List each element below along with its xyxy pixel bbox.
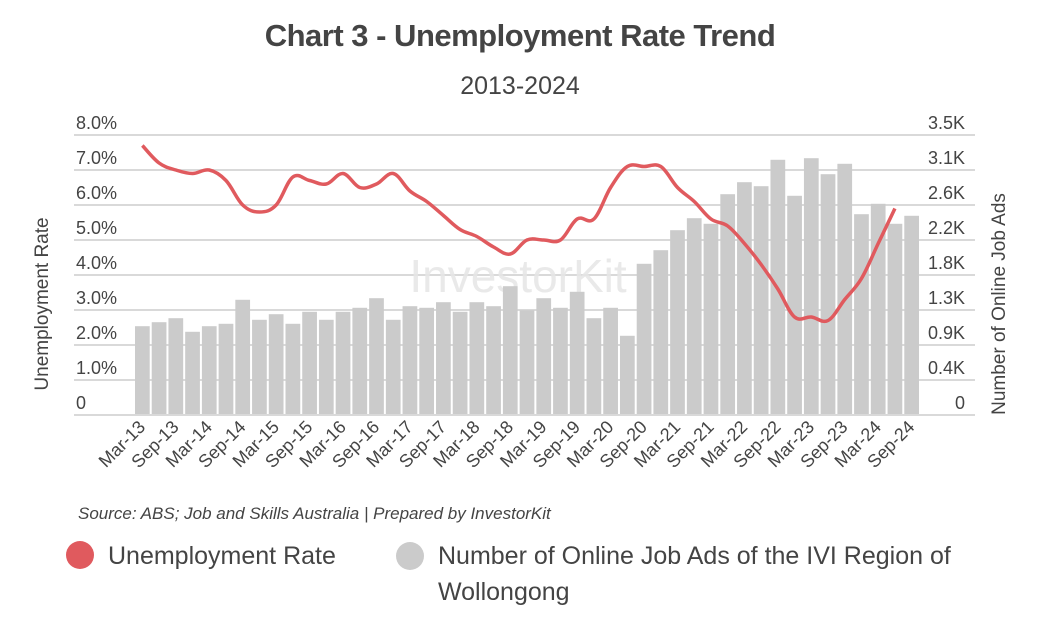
bar-job-ads — [870, 203, 886, 415]
right-axis-tick: 1.8K — [928, 253, 965, 273]
bar-job-ads — [252, 319, 267, 415]
bar-job-ads — [837, 163, 853, 415]
bar-job-ads — [402, 306, 418, 415]
bar-job-ads — [218, 323, 234, 415]
left-axis-tick: 8.0% — [76, 113, 117, 133]
bar-job-ads — [285, 323, 301, 415]
combo-chart: 0 0 1.0% 0.4K 2.0% 0.9K 3.0% 1.3K 4.0% 1.8K 5.0% 2.… — [32, 113, 1010, 472]
bar-job-ads — [619, 335, 635, 415]
bar-job-ads — [502, 286, 518, 415]
left-axis-tick: 5.0% — [76, 218, 117, 238]
bar-job-ads — [820, 174, 836, 415]
bar-job-ads — [753, 186, 769, 415]
bar-job-ads — [486, 306, 501, 415]
bar-job-ads — [553, 307, 568, 415]
right-axis-tick: 0.4K — [928, 358, 965, 378]
legend-label: Unemployment Rate — [108, 542, 336, 570]
right-axis-tick: 1.3K — [928, 288, 965, 308]
bar-job-ads — [318, 319, 334, 415]
bar-job-ads — [185, 331, 200, 415]
bar-job-ads — [586, 318, 602, 415]
bar-job-ads — [536, 298, 552, 415]
bar-job-ads — [603, 307, 618, 415]
bar-job-ads — [636, 263, 652, 415]
legend-item-unemployment-rate[interactable]: Unemployment Rate — [66, 538, 336, 574]
left-axis-tick: 1.0% — [76, 358, 117, 378]
bar-job-ads — [151, 322, 167, 415]
bar-job-ads — [469, 302, 485, 415]
bar-job-ads — [803, 158, 819, 415]
bar-job-ads — [201, 326, 217, 415]
bar-job-ads — [569, 291, 585, 415]
bar-job-ads — [653, 250, 669, 415]
right-axis-tick: 0.9K — [928, 323, 965, 343]
left-axis-tick: 0 — [76, 393, 86, 413]
source-note: Source: ABS; Job and Skills Australia | … — [78, 504, 551, 523]
right-axis-tick: 3.1K — [928, 148, 965, 168]
bar-job-ads — [686, 218, 702, 415]
left-axis-tick: 7.0% — [76, 148, 117, 168]
bar-job-ads — [419, 307, 435, 415]
bar-job-ads — [302, 311, 317, 415]
right-axis-tick: 2.6K — [928, 183, 965, 203]
bar-job-ads — [887, 223, 903, 415]
right-axis-title: Number of Online Job Ads — [989, 193, 1010, 415]
left-axis-tick: 2.0% — [76, 323, 117, 343]
watermark: InvestorKit — [409, 250, 627, 302]
bar-job-ads — [854, 214, 869, 415]
bar-job-ads — [737, 182, 752, 415]
bar-job-ads — [904, 215, 919, 415]
bar-job-ads — [787, 195, 802, 415]
right-axis-tick: 2.2K — [928, 218, 965, 238]
bar-job-ads — [369, 298, 384, 415]
bar-job-ads — [268, 314, 284, 415]
bar-job-ads — [720, 194, 736, 415]
right-axis-tick: 0 — [955, 393, 965, 413]
unemployment-rate-line — [141, 144, 897, 324]
bar-job-ads — [135, 326, 150, 415]
legend-dot-grey-icon — [396, 542, 424, 570]
left-axis-tick: 6.0% — [76, 183, 117, 203]
legend-dot-red-icon — [66, 541, 94, 569]
right-axis-tick: 3.5K — [928, 113, 965, 133]
bar-job-ads — [352, 307, 368, 415]
bar-job-ads — [670, 230, 685, 415]
bar-job-ads — [703, 223, 719, 415]
bar-job-ads — [519, 310, 535, 415]
left-axis-title: Unemployment Rate — [32, 217, 53, 390]
bar-job-ads — [452, 311, 468, 415]
bar-job-ads — [385, 319, 401, 415]
chart-subtitle: 2013-2024 — [460, 72, 580, 100]
left-axis-tick: 4.0% — [76, 253, 117, 273]
legend-label: Number of Online Job Ads of the IVI Regi… — [438, 542, 951, 606]
bar-job-ads — [168, 318, 184, 415]
chart-title: Chart 3 - Unemployment Rate Trend — [264, 18, 776, 53]
legend-item-job-ads[interactable]: Number of Online Job Ads of the IVI Regi… — [396, 538, 996, 610]
left-axis-tick: 3.0% — [76, 288, 117, 308]
bar-job-ads — [235, 299, 251, 415]
bar-job-ads — [436, 302, 451, 415]
bar-job-ads — [335, 311, 351, 415]
